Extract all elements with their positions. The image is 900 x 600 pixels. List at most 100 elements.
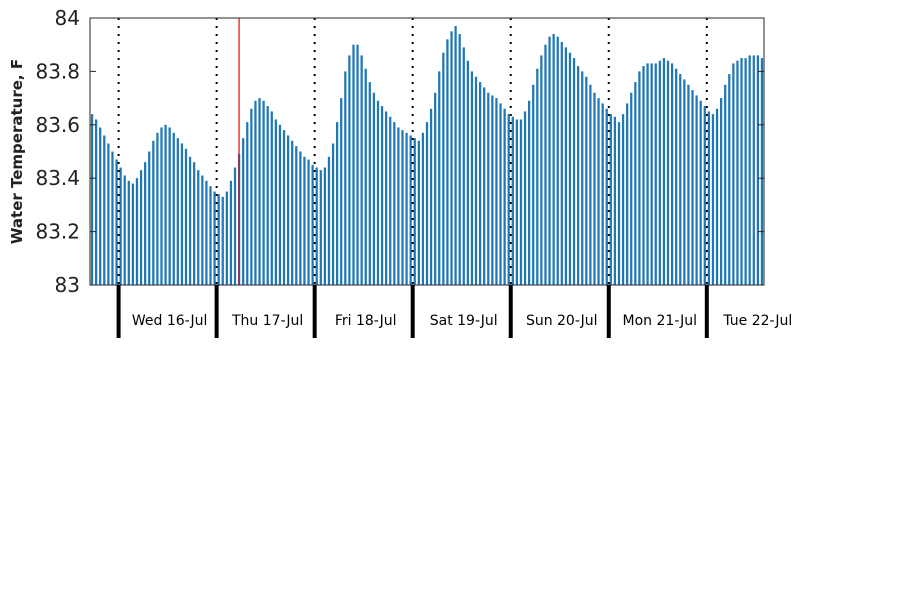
bar [356,44,359,286]
y-tick-label: 84 [55,6,80,30]
bar [327,156,331,285]
bar [711,114,715,286]
bar [679,74,682,285]
bar [597,98,600,285]
bar [421,132,425,285]
bar [115,159,118,285]
bar [687,84,690,285]
bars-layer [90,26,764,286]
bar [642,66,645,285]
bar [605,108,608,285]
bar [331,143,335,285]
bar [139,170,143,285]
bar [319,170,322,285]
bar [760,58,764,285]
bar [519,119,523,286]
y-axis-label: Water Temperature, F [8,59,26,244]
day-label: Wed 16-Jul [132,313,208,329]
bar [135,178,139,285]
bar [548,36,551,285]
bar [233,167,237,285]
bar [560,42,563,285]
bar [348,55,351,285]
bar [425,122,429,285]
bar [442,52,445,286]
bar [250,108,253,285]
bar [111,151,114,285]
bar [581,71,584,286]
bar [511,116,514,285]
bar [699,100,702,286]
bar [344,71,347,286]
bar [474,76,478,286]
bar [454,26,457,285]
bar [491,95,494,286]
day-label: Sat 19-Jul [430,313,498,329]
bar [483,87,486,285]
bar [205,180,208,285]
bar [180,143,184,285]
bar [270,111,273,285]
bar [397,127,400,285]
bar [536,68,539,285]
bar [585,76,588,286]
bar [417,140,420,285]
bar [258,98,261,285]
bar [176,138,179,285]
bar [666,60,670,285]
bar [613,116,617,285]
bar [634,82,637,285]
bar [654,63,657,285]
bar [736,60,739,285]
bar [172,132,175,285]
bar [748,55,751,285]
bar [188,156,192,285]
bar [707,111,710,285]
bar [675,68,678,285]
bar [572,58,576,285]
bar [160,127,163,285]
bar [213,191,216,285]
bar [528,100,531,286]
x-axis: Wed 16-Jul Thu 17-Jul Fri 18-Jul Sat 19-Jul… [116,285,792,338]
bar [376,100,380,286]
bar [438,71,441,286]
bar [197,170,200,285]
bar [242,138,245,285]
bar [156,132,159,285]
bar [209,186,212,285]
bar [336,122,339,285]
bar [523,111,527,285]
bar [266,106,269,285]
bar [540,55,543,285]
bar [466,60,469,285]
bar [564,47,568,286]
bar [315,167,318,285]
day-label: Tue 22-Jul [722,313,792,329]
bar [470,71,474,286]
day-label: Thu 17-Jul [231,313,303,329]
bar [662,58,666,285]
bar [756,55,759,285]
bar [650,63,653,285]
bar [127,180,130,285]
bar [90,114,94,286]
bar [487,92,490,285]
bar [246,122,249,285]
y-tick-label: 83 [55,273,80,297]
bar [278,124,282,285]
bar [340,98,343,285]
bar [405,132,408,285]
bar [229,180,233,285]
bar [446,39,449,285]
bar [719,98,723,285]
bar [286,135,290,285]
bar [638,71,641,286]
bar [568,52,572,286]
bar [434,92,437,285]
bar [695,95,698,286]
bar [744,58,747,285]
bar [462,47,465,286]
bar [450,31,453,285]
